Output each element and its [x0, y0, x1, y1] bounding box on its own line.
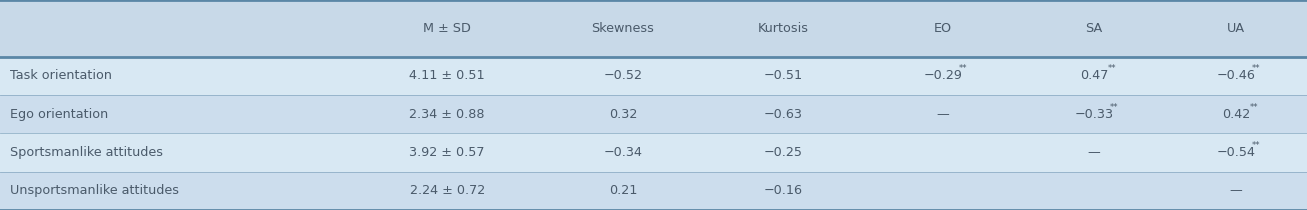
- Bar: [0, 133, 1307, 172]
- Text: 2.34 ± 0.88: 2.34 ± 0.88: [409, 108, 485, 121]
- Bar: [0, 0, 1307, 57]
- Text: **: **: [1110, 103, 1119, 112]
- Text: **: **: [1249, 103, 1257, 112]
- Text: −0.29: −0.29: [924, 69, 962, 82]
- Text: 2.24 ± 0.72: 2.24 ± 0.72: [409, 184, 485, 197]
- Text: **: **: [1252, 141, 1260, 150]
- Text: −0.33: −0.33: [1074, 108, 1114, 121]
- Bar: [0, 95, 1307, 133]
- Text: Kurtosis: Kurtosis: [757, 22, 808, 35]
- Text: SA: SA: [1085, 22, 1103, 35]
- Text: —: —: [1087, 146, 1100, 159]
- Text: 0.42: 0.42: [1222, 108, 1249, 121]
- Text: EO: EO: [933, 22, 951, 35]
- Bar: [0, 57, 1307, 95]
- Text: 0.47: 0.47: [1080, 69, 1108, 82]
- Text: 0.32: 0.32: [609, 108, 637, 121]
- Text: −0.52: −0.52: [604, 69, 642, 82]
- Text: 3.92 ± 0.57: 3.92 ± 0.57: [409, 146, 485, 159]
- Text: **: **: [1107, 64, 1116, 74]
- Text: −0.46: −0.46: [1217, 69, 1256, 82]
- Text: −0.25: −0.25: [763, 146, 802, 159]
- Bar: [0, 172, 1307, 210]
- Text: Skewness: Skewness: [591, 22, 655, 35]
- Text: −0.51: −0.51: [763, 69, 802, 82]
- Text: UA: UA: [1227, 22, 1246, 35]
- Text: −0.16: −0.16: [763, 184, 802, 197]
- Text: **: **: [959, 64, 967, 74]
- Text: −0.63: −0.63: [763, 108, 802, 121]
- Text: Unsportsmanlike attitudes: Unsportsmanlike attitudes: [10, 184, 179, 197]
- Text: —: —: [937, 108, 949, 121]
- Text: 4.11 ± 0.51: 4.11 ± 0.51: [409, 69, 485, 82]
- Text: —: —: [1230, 184, 1243, 197]
- Text: 0.21: 0.21: [609, 184, 637, 197]
- Text: −0.54: −0.54: [1217, 146, 1256, 159]
- Text: M ± SD: M ± SD: [423, 22, 471, 35]
- Text: Sportsmanlike attitudes: Sportsmanlike attitudes: [10, 146, 163, 159]
- Text: Ego orientation: Ego orientation: [10, 108, 108, 121]
- Text: −0.34: −0.34: [604, 146, 642, 159]
- Text: Task orientation: Task orientation: [10, 69, 112, 82]
- Text: **: **: [1252, 64, 1260, 74]
